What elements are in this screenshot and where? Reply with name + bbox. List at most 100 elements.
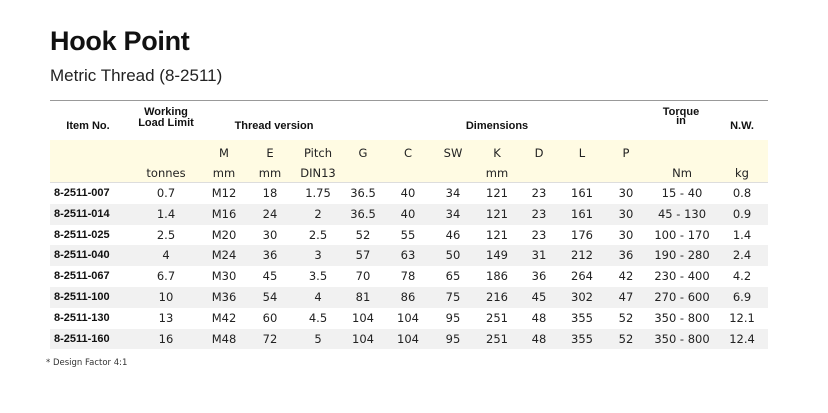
cell-dim-p: 42 xyxy=(618,269,634,284)
cell-dim-d: 48 xyxy=(531,310,547,325)
cell-wll: 4 xyxy=(162,248,170,263)
cell-thread-m: M48 xyxy=(211,331,237,346)
cell-dim-sw: 50 xyxy=(445,248,461,263)
cell-dim-k: 186 xyxy=(486,269,508,284)
cell-thread-e: 72 xyxy=(262,331,278,346)
cell-dim-g: 70 xyxy=(355,269,371,284)
cell-dim-c: 104 xyxy=(397,331,419,346)
header-thread-version: Thread version xyxy=(234,120,314,132)
cell-torque: 190 - 280 xyxy=(654,248,710,263)
cell-dim-k: 251 xyxy=(486,310,508,325)
table-row: 8-2511-100 10 M36 54 4 81 86 75 216 45 302 47 270 - … xyxy=(50,287,768,308)
cell-dim-g: 81 xyxy=(355,290,371,304)
cell-pitch: 2.5 xyxy=(308,227,328,242)
page-subtitle: Metric Thread (8-2511) xyxy=(50,66,223,85)
cell-nw: 6.9 xyxy=(732,290,752,304)
table-row: 8-2511-160 16 M48 72 5 104 104 95 251 48 355 52 350 … xyxy=(50,328,768,350)
cell-item-no: 8-2511-040 xyxy=(54,249,110,262)
subheader-d: D xyxy=(534,146,544,160)
cell-dim-sw: 95 xyxy=(445,331,461,346)
cell-dim-k: 121 xyxy=(486,206,508,221)
cell-thread-m: M42 xyxy=(211,310,237,325)
divider xyxy=(50,100,768,101)
cell-thread-e: 54 xyxy=(262,290,278,304)
cell-dim-d: 48 xyxy=(531,331,547,346)
cell-dim-g: 104 xyxy=(352,310,374,325)
header-item-no: Item No. xyxy=(66,120,110,132)
unit-nw: kg xyxy=(735,166,749,180)
cell-torque: 15 - 40 xyxy=(661,186,703,200)
header-separator xyxy=(50,182,768,183)
cell-wll: 0.7 xyxy=(156,186,176,200)
cell-dim-sw: 65 xyxy=(445,269,461,284)
header-wll: Working Load Limit xyxy=(138,106,194,129)
footnote: * Design Factor 4:1 xyxy=(46,358,128,368)
header-band xyxy=(50,140,768,182)
cell-wll: 10 xyxy=(158,290,174,304)
cell-pitch: 4.5 xyxy=(308,310,328,325)
cell-dim-l: 176 xyxy=(571,227,593,242)
unit-m: mm xyxy=(212,166,236,180)
cell-thread-m: M36 xyxy=(211,290,237,304)
cell-dim-c: 63 xyxy=(400,248,416,263)
table-row: 8-2511-130 13 M42 60 4.5 104 104 95 251 48 355 52 35… xyxy=(50,308,768,329)
subheader-p: P xyxy=(622,146,630,160)
cell-pitch: 4 xyxy=(314,290,322,304)
cell-thread-m: M16 xyxy=(211,206,237,221)
cell-thread-e: 45 xyxy=(262,269,278,284)
cell-dim-p: 47 xyxy=(618,290,634,304)
cell-dim-c: 40 xyxy=(400,206,416,221)
cell-pitch: 3 xyxy=(314,248,322,263)
cell-item-no: 8-2511-007 xyxy=(54,187,110,199)
cell-thread-e: 24 xyxy=(262,206,278,221)
unit-dimensions: mm xyxy=(485,166,509,180)
cell-thread-e: 36 xyxy=(262,248,278,263)
cell-wll: 16 xyxy=(158,331,174,346)
cell-dim-l: 355 xyxy=(571,331,593,346)
cell-dim-d: 45 xyxy=(531,290,547,304)
table-row: 8-2511-014 1.4 M16 24 2 36.5 40 34 121 23 161 30 45 … xyxy=(50,203,768,225)
unit-torque: Nm xyxy=(672,166,692,180)
cell-dim-c: 78 xyxy=(400,269,416,284)
cell-dim-p: 30 xyxy=(618,206,634,221)
subheader-pitch: Pitch xyxy=(304,146,332,160)
cell-nw: 4.2 xyxy=(732,269,752,284)
cell-item-no: 8-2511-014 xyxy=(54,207,110,220)
cell-dim-g: 36.5 xyxy=(350,186,376,200)
cell-thread-e: 30 xyxy=(262,227,278,242)
cell-dim-l: 161 xyxy=(571,206,593,221)
cell-dim-d: 23 xyxy=(531,186,547,200)
table-row: 8-2511-025 2.5 M20 30 2.5 52 55 46 121 23 176 30 100… xyxy=(50,225,768,246)
cell-dim-l: 302 xyxy=(571,290,593,304)
cell-nw: 12.1 xyxy=(729,310,755,325)
cell-dim-g: 57 xyxy=(355,248,371,263)
cell-torque: 350 - 800 xyxy=(654,310,710,325)
header-torque: Torque in xyxy=(662,106,700,127)
subheader-sw: SW xyxy=(443,146,463,160)
cell-nw: 0.8 xyxy=(732,186,752,200)
cell-torque: 45 - 130 xyxy=(657,206,707,221)
subheader-m: M xyxy=(219,146,229,160)
cell-item-no: 8-2511-130 xyxy=(54,311,110,324)
cell-dim-c: 40 xyxy=(400,186,416,200)
page-title: Hook Point xyxy=(50,26,190,56)
cell-nw: 1.4 xyxy=(732,227,752,242)
cell-thread-m: M30 xyxy=(211,269,237,284)
cell-dim-d: 31 xyxy=(531,248,547,263)
cell-dim-d: 23 xyxy=(531,206,547,221)
cell-dim-p: 52 xyxy=(618,310,634,325)
cell-dim-sw: 34 xyxy=(445,186,461,200)
cell-dim-sw: 75 xyxy=(445,290,461,304)
cell-torque: 270 - 600 xyxy=(654,290,710,304)
cell-dim-g: 52 xyxy=(355,227,371,242)
cell-item-no: 8-2511-100 xyxy=(54,291,110,303)
cell-pitch: 2 xyxy=(314,206,322,221)
cell-thread-e: 60 xyxy=(262,310,278,325)
subheader-c: C xyxy=(403,146,413,160)
cell-torque: 350 - 800 xyxy=(654,331,710,346)
cell-item-no: 8-2511-025 xyxy=(54,228,110,241)
cell-pitch: 5 xyxy=(314,331,322,346)
cell-dim-l: 355 xyxy=(571,310,593,325)
cell-item-no: 8-2511-067 xyxy=(54,270,110,283)
cell-dim-p: 36 xyxy=(618,248,634,263)
